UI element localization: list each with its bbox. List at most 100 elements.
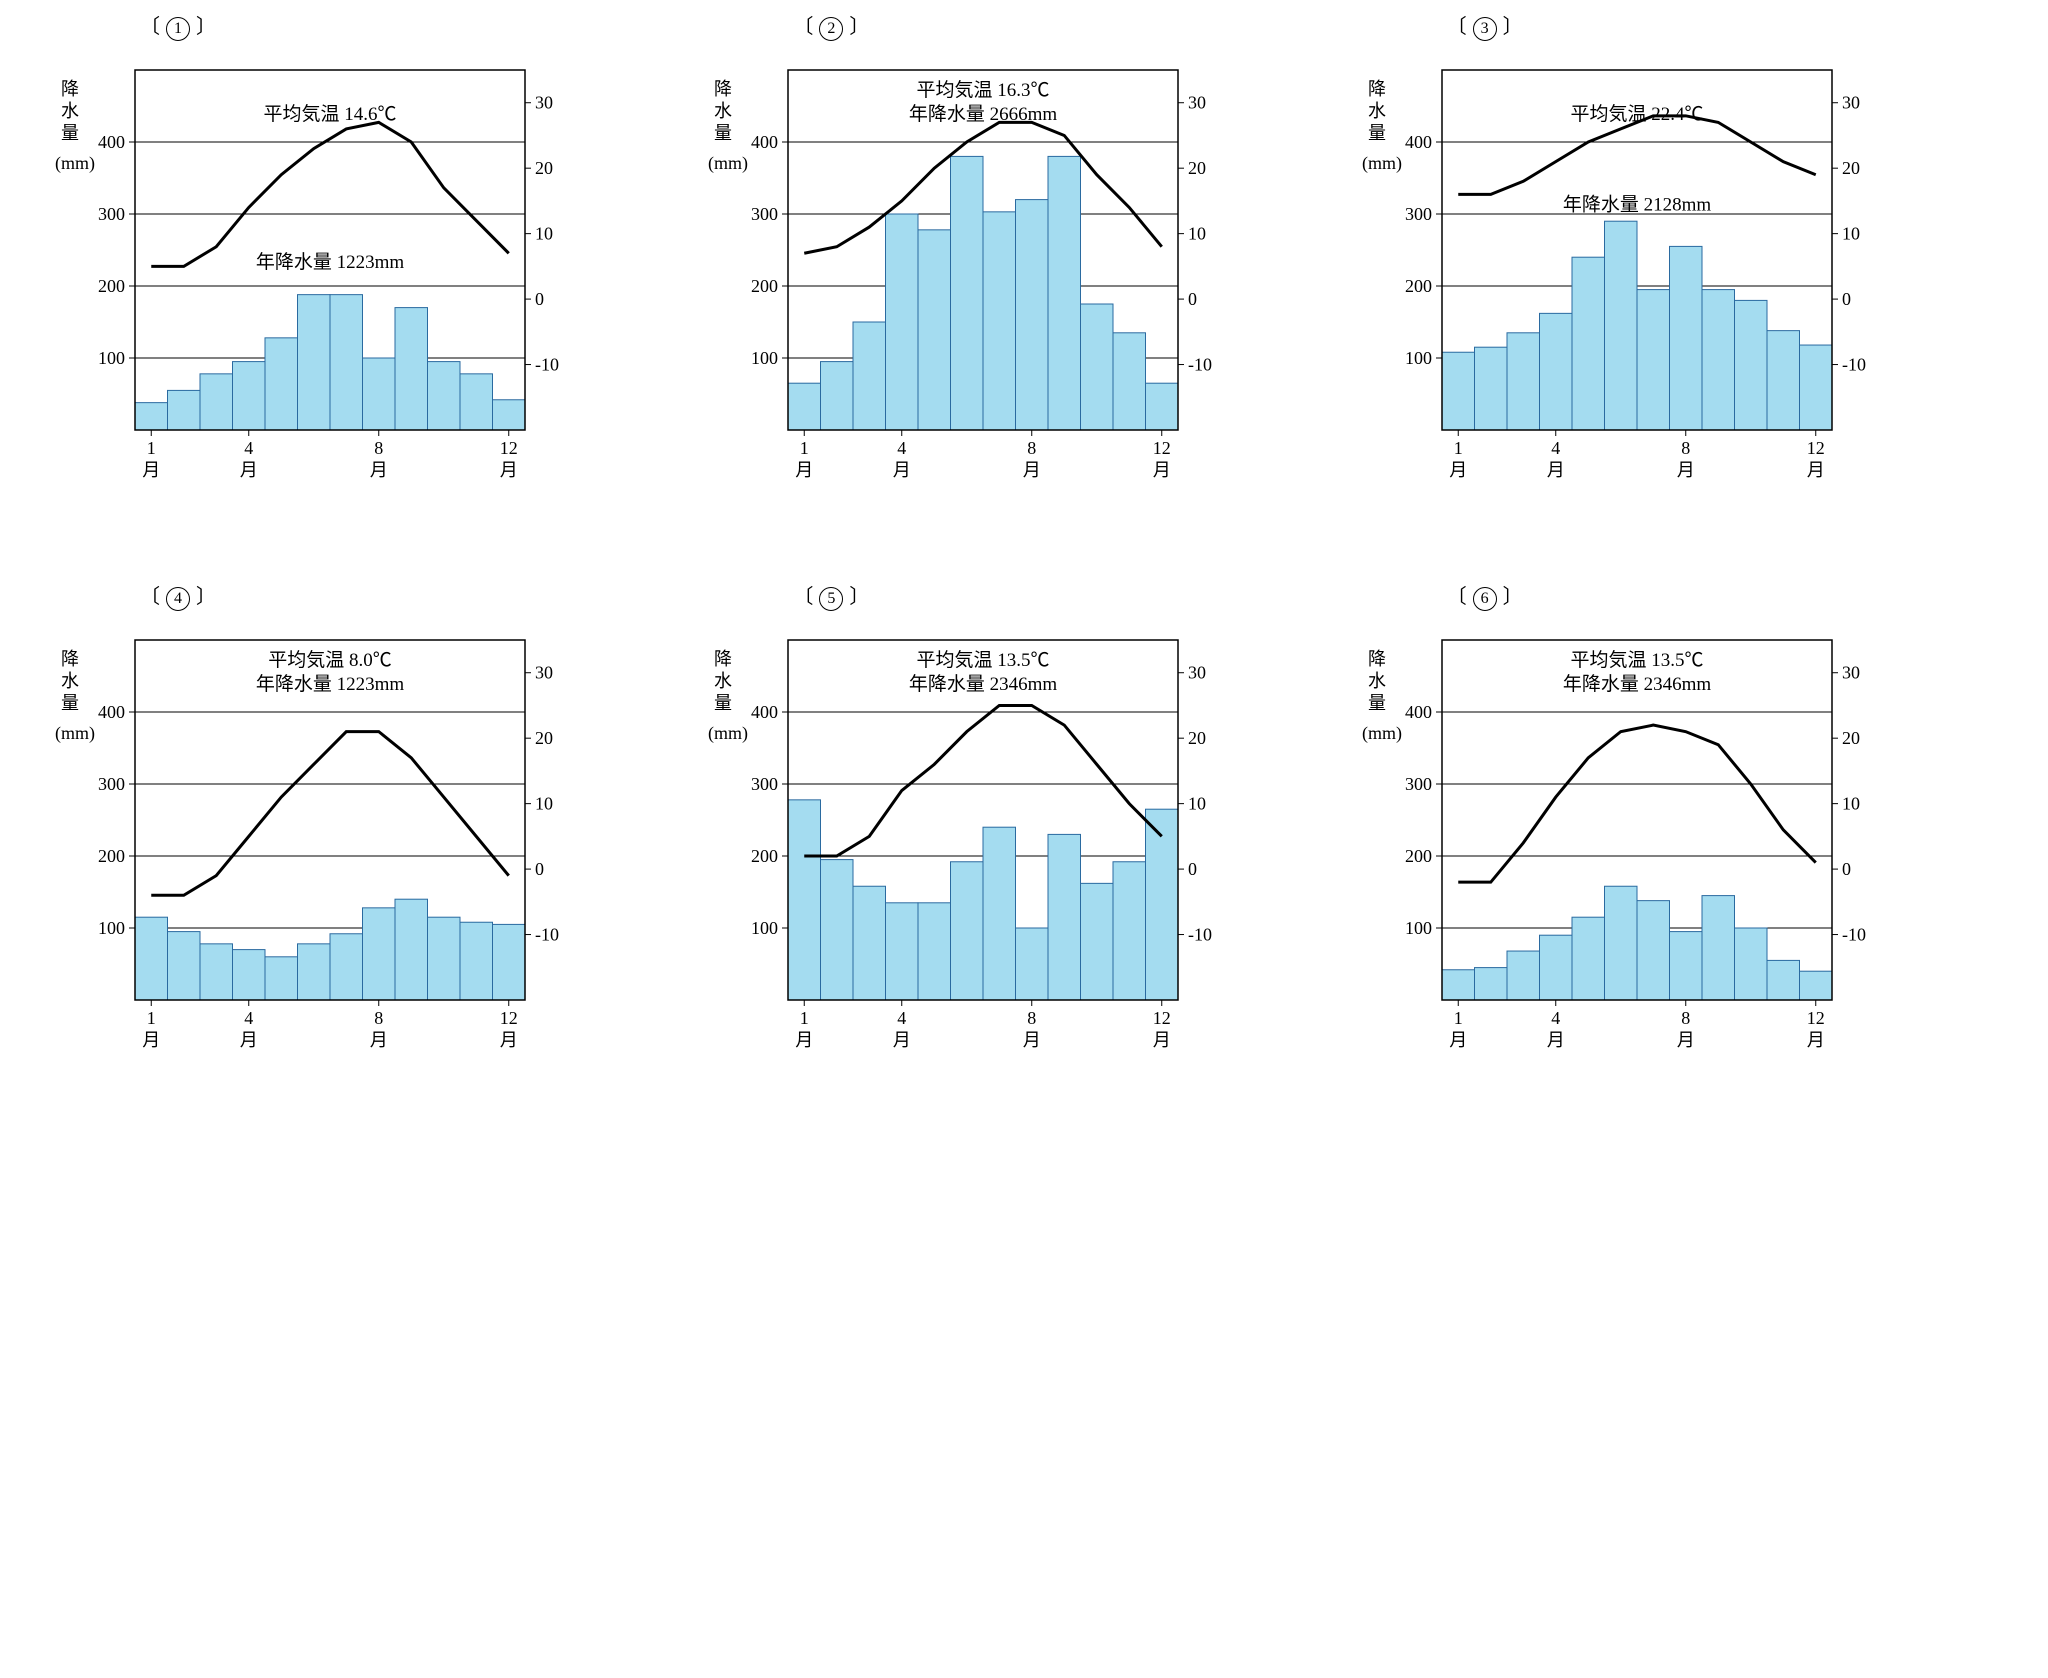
precip-bar bbox=[1442, 352, 1475, 430]
svg-text:1: 1 bbox=[1453, 438, 1462, 458]
svg-text:量: 量 bbox=[1368, 123, 1386, 143]
svg-text:量: 量 bbox=[714, 123, 732, 143]
svg-text:400: 400 bbox=[751, 132, 778, 152]
annual-precip-label: 年降水量 2128mm bbox=[1563, 193, 1712, 215]
precip-bar bbox=[1507, 333, 1540, 430]
svg-text:300: 300 bbox=[1405, 774, 1432, 794]
svg-text:量: 量 bbox=[1368, 693, 1386, 713]
precip-bar bbox=[135, 403, 168, 430]
svg-text:月: 月 bbox=[1546, 460, 1564, 480]
svg-text:水: 水 bbox=[714, 101, 732, 121]
svg-text:-10: -10 bbox=[1188, 925, 1212, 945]
chart-number: 4 bbox=[166, 587, 190, 611]
svg-text:月: 月 bbox=[796, 460, 814, 480]
precip-bar bbox=[821, 362, 854, 430]
precip-bar bbox=[1507, 951, 1540, 1000]
svg-text:8: 8 bbox=[1028, 1008, 1037, 1028]
precip-bar bbox=[460, 374, 493, 430]
svg-text:-10: -10 bbox=[1842, 925, 1866, 945]
precip-bar bbox=[1146, 809, 1179, 1000]
precip-bar bbox=[1113, 333, 1146, 430]
precip-bar bbox=[1016, 200, 1049, 430]
avg-temp-label: 平均気温 14.6℃ bbox=[263, 103, 396, 125]
svg-text:4: 4 bbox=[898, 438, 907, 458]
svg-text:月: 月 bbox=[1806, 1030, 1824, 1050]
temp-line bbox=[151, 732, 509, 896]
svg-text:1: 1 bbox=[147, 1008, 156, 1028]
svg-text:200: 200 bbox=[98, 846, 125, 866]
precip-bar bbox=[951, 862, 984, 1000]
svg-text:0: 0 bbox=[535, 859, 544, 879]
svg-text:水: 水 bbox=[1368, 671, 1386, 691]
svg-text:20: 20 bbox=[1188, 728, 1206, 748]
svg-text:300: 300 bbox=[98, 204, 125, 224]
svg-text:200: 200 bbox=[1405, 276, 1432, 296]
svg-text:100: 100 bbox=[1405, 348, 1432, 368]
svg-text:(mm): (mm) bbox=[1362, 153, 1402, 174]
precip-bar bbox=[853, 322, 886, 430]
svg-text:10: 10 bbox=[535, 224, 553, 244]
svg-text:100: 100 bbox=[751, 918, 778, 938]
precip-bar bbox=[1539, 313, 1572, 430]
climate-chart: 〔5〕 100200300400 -100102030 1月4月8月12月 降水… bbox=[693, 610, 1286, 1090]
svg-text:30: 30 bbox=[1842, 663, 1860, 683]
svg-text:4: 4 bbox=[1551, 438, 1560, 458]
precip-bar bbox=[1702, 290, 1735, 430]
climate-chart: 〔3〕 100200300400 -100102030 1月4月8月12月 降水… bbox=[1347, 40, 1940, 520]
chart-number-label: 〔4〕 bbox=[140, 580, 216, 611]
svg-text:(mm): (mm) bbox=[55, 723, 95, 744]
precip-bar bbox=[1637, 290, 1670, 430]
svg-text:水: 水 bbox=[61, 101, 79, 121]
svg-text:月: 月 bbox=[1153, 460, 1171, 480]
avg-temp-label: 平均気温 13.5℃ bbox=[1570, 649, 1703, 671]
precip-bar bbox=[168, 932, 201, 1000]
precip-bar bbox=[886, 903, 919, 1000]
precip-bar bbox=[1048, 834, 1081, 1000]
svg-text:月: 月 bbox=[1806, 460, 1824, 480]
precip-bar bbox=[918, 230, 951, 430]
svg-text:量: 量 bbox=[61, 693, 79, 713]
svg-text:0: 0 bbox=[1842, 289, 1851, 309]
svg-text:400: 400 bbox=[98, 132, 125, 152]
precip-bar bbox=[233, 950, 266, 1000]
svg-text:月: 月 bbox=[1449, 460, 1467, 480]
precip-bar bbox=[1572, 257, 1605, 430]
svg-text:200: 200 bbox=[751, 276, 778, 296]
annual-precip-label: 年降水量 1223mm bbox=[256, 673, 405, 695]
temp-line bbox=[1458, 725, 1816, 882]
svg-text:1: 1 bbox=[147, 438, 156, 458]
svg-text:(mm): (mm) bbox=[1362, 723, 1402, 744]
svg-text:0: 0 bbox=[535, 289, 544, 309]
precip-bar bbox=[983, 212, 1016, 430]
precip-bar bbox=[1767, 960, 1800, 1000]
svg-text:12: 12 bbox=[1153, 1008, 1171, 1028]
svg-text:12: 12 bbox=[1806, 1008, 1824, 1028]
precip-bar bbox=[330, 295, 363, 430]
svg-text:20: 20 bbox=[535, 728, 553, 748]
precip-bar bbox=[200, 374, 233, 430]
svg-text:30: 30 bbox=[535, 663, 553, 683]
svg-text:月: 月 bbox=[1023, 1030, 1041, 1050]
svg-text:月: 月 bbox=[142, 460, 160, 480]
svg-text:20: 20 bbox=[1842, 728, 1860, 748]
svg-text:月: 月 bbox=[1676, 460, 1694, 480]
precip-bar bbox=[1539, 935, 1572, 1000]
temp-line bbox=[1458, 116, 1816, 195]
svg-text:12: 12 bbox=[1806, 438, 1824, 458]
precip-bar bbox=[1146, 383, 1179, 430]
svg-text:200: 200 bbox=[751, 846, 778, 866]
chart-number-label: 〔1〕 bbox=[140, 10, 216, 41]
svg-text:8: 8 bbox=[1028, 438, 1037, 458]
precip-bar bbox=[265, 957, 298, 1000]
precip-bar bbox=[233, 362, 266, 430]
svg-text:12: 12 bbox=[1153, 438, 1171, 458]
precip-bar bbox=[1113, 862, 1146, 1000]
svg-text:20: 20 bbox=[1842, 158, 1860, 178]
svg-text:水: 水 bbox=[61, 671, 79, 691]
annual-precip-label: 年降水量 2666mm bbox=[909, 103, 1058, 125]
svg-text:0: 0 bbox=[1188, 289, 1197, 309]
climate-chart: 〔6〕 100200300400 -100102030 1月4月8月12月 降水… bbox=[1347, 610, 1940, 1090]
svg-text:200: 200 bbox=[98, 276, 125, 296]
precip-bar bbox=[983, 827, 1016, 1000]
svg-text:月: 月 bbox=[1449, 1030, 1467, 1050]
